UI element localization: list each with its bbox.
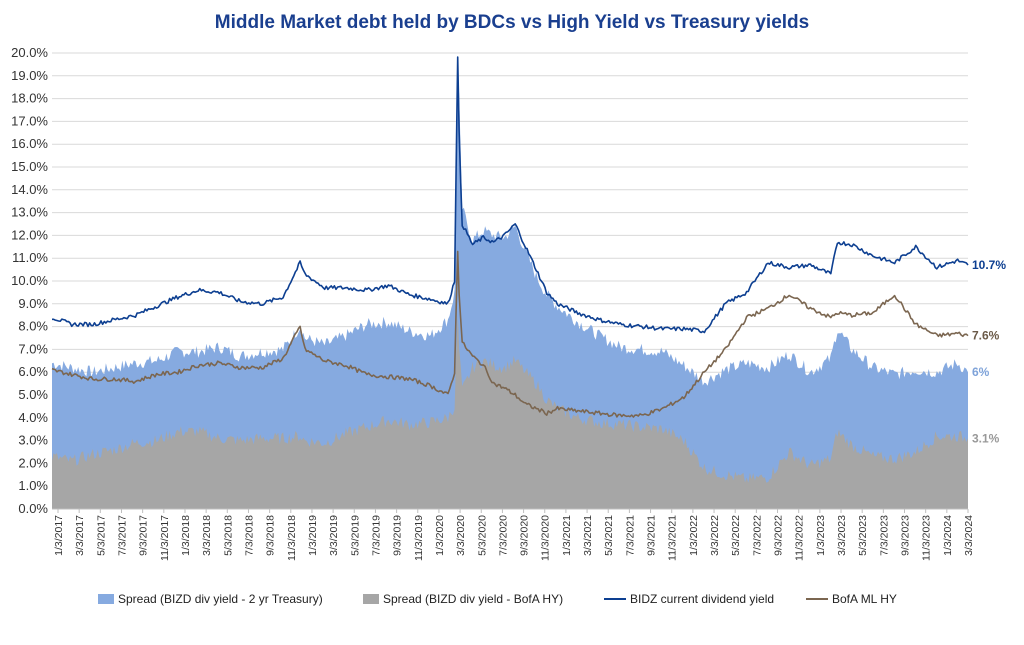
y-tick-label: 7.0%: [18, 341, 48, 356]
legend-swatch: [363, 594, 379, 604]
x-tick-label: 7/3/2020: [497, 515, 509, 556]
x-tick-label: 3/3/2023: [836, 515, 848, 556]
x-tick-label: 3/3/2024: [963, 515, 975, 556]
y-tick-label: 20.0%: [11, 45, 48, 60]
legend-swatch: [98, 594, 114, 604]
y-tick-label: 0.0%: [18, 501, 48, 516]
x-tick-label: 11/3/2019: [413, 515, 425, 561]
end-label: 6%: [972, 365, 990, 379]
y-tick-label: 13.0%: [11, 205, 48, 220]
end-label: 7.6%: [972, 329, 1000, 343]
x-tick-label: 5/3/2021: [603, 515, 615, 556]
x-tick-label: 11/3/2023: [921, 515, 933, 561]
x-tick-label: 11/3/2022: [794, 515, 806, 561]
x-tick-label: 1/3/2020: [434, 515, 446, 556]
y-tick-label: 16.0%: [11, 136, 48, 151]
x-tick-label: 9/3/2018: [265, 515, 277, 556]
x-tick-label: 1/3/2018: [180, 515, 192, 556]
x-tick-label: 1/3/2019: [307, 515, 319, 556]
x-tick-label: 1/3/2023: [815, 515, 827, 556]
x-tick-label: 5/3/2023: [857, 515, 869, 556]
x-tick-label: 5/3/2020: [476, 515, 488, 556]
x-tick-label: 1/3/2021: [561, 515, 573, 556]
x-tick-label: 9/3/2017: [138, 515, 150, 556]
y-tick-label: 5.0%: [18, 387, 48, 402]
x-tick-label: 3/3/2021: [582, 515, 594, 556]
y-tick-label: 19.0%: [11, 68, 48, 83]
x-tick-label: 5/3/2017: [95, 515, 107, 556]
x-tick-label: 11/3/2020: [540, 515, 552, 561]
x-tick-label: 3/3/2017: [74, 515, 86, 556]
y-tick-label: 6.0%: [18, 364, 48, 379]
series-line-2: [51, 250, 969, 418]
legend-label: BofA ML HY: [832, 592, 897, 606]
y-tick-label: 2.0%: [18, 455, 48, 470]
x-tick-label: 11/3/2017: [159, 515, 171, 561]
y-tick-label: 3.0%: [18, 433, 48, 448]
series-area-1: [52, 60, 968, 510]
end-label: 10.7%: [972, 258, 1006, 272]
chart-title: Middle Market debt held by BDCs vs High …: [214, 12, 810, 33]
y-tick-label: 18.0%: [11, 91, 48, 106]
legend-label: Spread (BIZD div yield - BofA HY): [383, 592, 563, 606]
x-tick-label: 7/3/2018: [243, 515, 255, 556]
x-tick-label: 1/3/2017: [53, 515, 65, 556]
x-tick-label: 5/3/2018: [222, 515, 234, 556]
x-tick-label: 3/3/2019: [328, 515, 340, 556]
x-tick-label: 11/3/2018: [286, 515, 298, 561]
series-area-2: [52, 315, 968, 509]
x-tick-label: 5/3/2022: [730, 515, 742, 556]
x-tick-label: 9/3/2021: [646, 515, 658, 556]
x-tick-label: 9/3/2020: [519, 515, 531, 556]
x-tick-label: 7/3/2019: [370, 515, 382, 556]
x-tick-label: 7/3/2017: [116, 515, 128, 556]
y-tick-label: 14.0%: [11, 182, 48, 197]
x-tick-label: 5/3/2019: [349, 515, 361, 556]
x-tick-label: 1/3/2022: [688, 515, 700, 556]
y-tick-label: 17.0%: [11, 113, 48, 128]
y-tick-label: 9.0%: [18, 296, 48, 311]
x-tick-label: 9/3/2022: [773, 515, 785, 556]
y-tick-label: 4.0%: [18, 410, 48, 425]
y-tick-label: 11.0%: [12, 250, 48, 265]
x-tick-label: 1/3/2024: [942, 515, 954, 556]
end-label: 3.1%: [972, 431, 1000, 445]
legend-label: Spread (BIZD div yield - 2 yr Treasury): [118, 592, 323, 606]
x-tick-label: 7/3/2023: [878, 515, 890, 556]
x-tick-label: 3/3/2022: [709, 515, 721, 556]
x-tick-label: 7/3/2022: [751, 515, 763, 556]
legend-label: BIDZ current dividend yield: [630, 592, 774, 606]
x-tick-label: 9/3/2023: [900, 515, 912, 556]
y-tick-label: 10.0%: [11, 273, 48, 288]
series-line-1: [52, 56, 969, 334]
x-tick-label: 11/3/2021: [667, 515, 679, 561]
y-tick-label: 8.0%: [18, 319, 48, 334]
y-tick-label: 15.0%: [11, 159, 48, 174]
y-tick-label: 1.0%: [18, 478, 48, 493]
y-tick-label: 12.0%: [11, 227, 48, 242]
x-tick-label: 7/3/2021: [624, 515, 636, 556]
x-tick-label: 3/3/2020: [455, 515, 467, 556]
x-tick-label: 9/3/2019: [392, 515, 404, 556]
x-tick-label: 3/3/2018: [201, 515, 213, 556]
